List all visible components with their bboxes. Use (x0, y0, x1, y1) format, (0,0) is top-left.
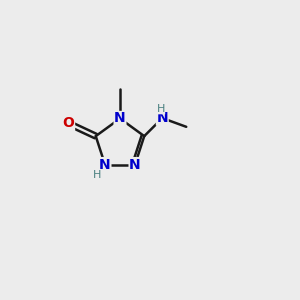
Text: H: H (93, 169, 102, 179)
Text: N: N (99, 158, 111, 172)
Text: N: N (129, 158, 141, 172)
Text: O: O (63, 116, 74, 130)
Text: H: H (157, 104, 165, 114)
Text: N: N (157, 111, 168, 125)
Text: N: N (114, 112, 126, 125)
